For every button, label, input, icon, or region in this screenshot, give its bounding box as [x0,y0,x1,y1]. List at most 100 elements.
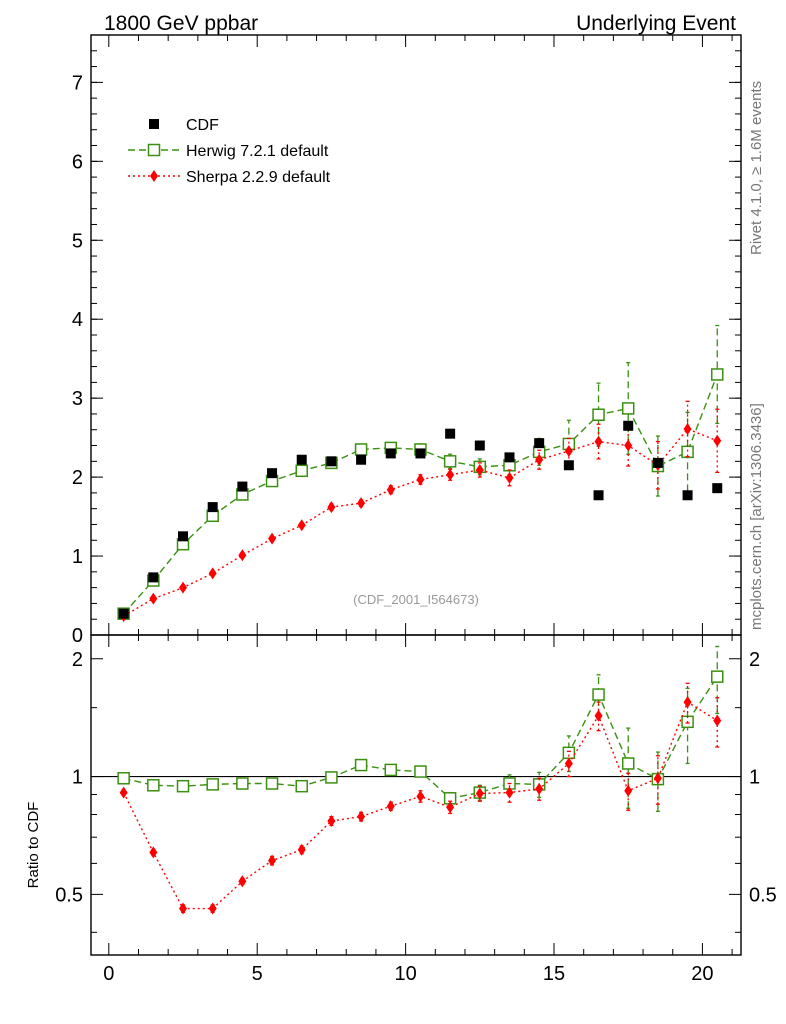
legend: CDF Herwig 7.2.1 default Sherpa 2.2.9 defa… [128,117,331,186]
ratio-y-tick-label: 1 [72,767,83,789]
data-point-sherpa [564,757,573,770]
data-point-sherpa [594,709,603,722]
data-point-cdf [178,531,189,542]
data-point-cdf [593,490,604,501]
ratio-y-tick-label-right: 2 [749,649,760,671]
data-point-herwig [295,464,308,478]
data-point-sherpa [564,445,573,458]
data-point-herwig [562,746,576,760]
data-point-sherpa [683,422,692,435]
data-point-cdf [474,440,485,451]
data-point-sherpa [179,581,188,594]
data-point-herwig [147,779,160,792]
main-y-tick-label: 4 [72,309,83,331]
data-point-sherpa [208,902,217,915]
data-point-herwig [295,779,308,793]
legend-marker-herwig [147,143,161,157]
data-point-sherpa [297,843,306,856]
data-point-herwig [354,443,368,456]
data-point-sherpa [594,435,603,448]
data-point-cdf [385,448,396,459]
main-y-tick-label: 5 [72,230,83,252]
data-point-sherpa [624,784,633,797]
data-point-sherpa [357,810,366,823]
data-point-cdf [148,572,159,583]
data-point-cdf [652,457,663,468]
main-y-tick-label: 0 [72,625,83,647]
ratio-y-tick-label-right: 0.5 [749,884,777,906]
data-point-cdf [326,456,337,467]
data-point-sherpa [208,567,217,580]
data-point-herwig [325,771,338,784]
data-point-sherpa [327,501,336,514]
data-point-herwig [176,779,190,793]
data-point-sherpa [713,714,722,727]
data-point-herwig [621,757,635,770]
data-point-cdf [296,454,307,465]
ratio-panel: 0.5 0.51 12 20 5 10 15 20 [55,634,777,985]
legend-label: Sherpa 2.2.9 default [186,169,331,186]
main-y-tick-label: 1 [72,546,83,568]
analysis-tag: (CDF_2001_I564673) [353,592,479,607]
data-point-herwig [354,758,368,772]
data-point-sherpa [149,592,158,605]
data-point-herwig [265,777,279,790]
data-point-sherpa [149,846,158,859]
x-tick-label: 0 [103,963,114,985]
data-point-sherpa [386,800,395,813]
side-label-top: Rivet 4.1.0, ≥ 1.6M events [748,81,765,255]
data-point-cdf [563,460,574,471]
data-point-cdf [237,481,248,492]
legend-label: Herwig 7.2.1 default [186,143,329,160]
data-point-sherpa [446,801,455,814]
data-point-sherpa [327,814,336,827]
data-point-herwig [443,455,457,468]
data-point-sherpa [535,453,544,466]
data-point-sherpa [268,532,277,545]
data-point-sherpa [357,497,366,510]
main-y-tick-label: 6 [72,151,83,173]
data-point-sherpa [238,549,247,562]
data-point-herwig [621,402,635,415]
data-point-cdf [682,490,693,501]
data-point-sherpa [653,772,662,785]
ratio-y-axis-label: Ratio to CDF [25,802,42,889]
x-tick-label: 5 [252,963,263,985]
data-point-herwig [384,763,398,777]
data-point-sherpa [416,790,425,803]
series-line-ratio [123,701,718,910]
data-point-sherpa [119,786,128,799]
data-point-cdf [207,502,218,513]
main-y-tick-label: 3 [72,388,83,410]
data-point-sherpa [268,854,277,867]
ratio-y-tick-label: 2 [72,649,83,671]
legend-marker-cdf [149,119,159,129]
data-point-sherpa [475,464,484,476]
data-point-cdf [415,448,426,459]
x-tick-label: 15 [543,963,565,985]
main-y-tick-label: 7 [72,72,83,94]
x-tick-label: 10 [394,963,416,985]
data-point-sherpa [446,468,455,481]
data-point-sherpa [179,902,188,915]
data-point-cdf [267,468,278,479]
main-y-tick-label: 2 [72,467,83,489]
data-point-sherpa [535,782,544,795]
data-point-herwig [117,772,130,785]
data-point-herwig [592,688,605,701]
data-point-cdf [623,420,634,431]
data-point-cdf [712,483,723,494]
data-point-cdf [356,454,367,465]
header-left-title: 1800 GeV ppbar [104,12,258,35]
data-point-sherpa [386,483,395,496]
data-point-sherpa [416,473,425,486]
data-point-sherpa [624,439,633,452]
series-line-main [123,428,718,617]
data-point-herwig [592,408,605,421]
side-label-bottom: mcplots.cern.ch [arXiv:1306.3436] [748,403,765,630]
x-tick-label: 20 [691,963,713,985]
data-point-cdf [445,428,456,439]
ratio-frame [90,634,742,956]
data-point-herwig [414,765,427,778]
